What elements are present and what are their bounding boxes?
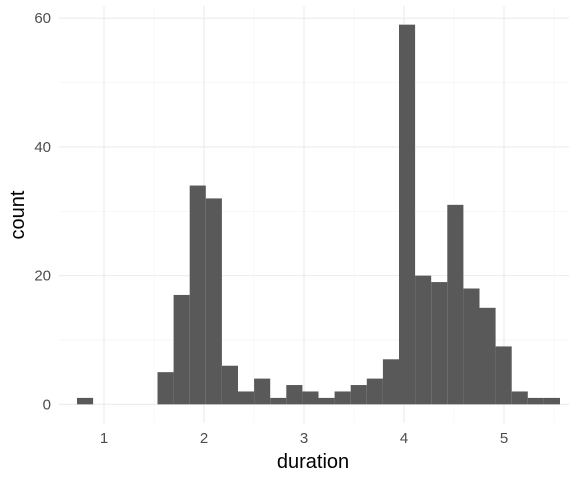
x-tick-label: 3 [300,430,308,447]
histogram-bar [173,294,190,405]
histogram-bar [334,391,351,405]
histogram-bar [205,198,222,405]
x-tick-label: 5 [500,430,508,447]
histogram-bar [270,397,287,405]
x-axis-ticks: 1 2 3 4 5 [100,430,508,447]
histogram-bar [366,378,383,405]
x-axis-title: duration [277,451,349,473]
histogram-bar [543,397,560,405]
histogram-bars [77,24,560,405]
histogram-bar [318,397,335,405]
histogram-bar [77,397,94,405]
histogram-bar [189,185,206,405]
histogram-bar [527,397,544,405]
y-axis-ticks: 0 20 40 60 [34,10,51,413]
histogram-bar [254,378,271,405]
histogram-bar [431,282,448,405]
x-tick-label: 1 [100,430,108,447]
histogram-bar [399,24,416,405]
histogram-bar [157,372,174,405]
histogram-bar [350,385,367,405]
histogram-bar [302,391,319,405]
x-tick-label: 4 [400,430,408,447]
histogram-bar [382,359,399,405]
histogram-bar [447,204,464,405]
histogram-bar [221,365,238,405]
histogram-bar [415,275,432,405]
histogram-bar [286,385,303,405]
histogram-bar [495,346,512,405]
y-tick-label: 20 [34,268,51,285]
histogram-bar [511,391,528,405]
y-tick-label: 0 [43,396,51,413]
y-axis-title: count [7,190,29,239]
y-tick-label: 40 [34,139,51,156]
y-tick-label: 60 [34,10,51,27]
histogram-bar [238,391,255,405]
histogram-bar [463,288,480,405]
x-tick-label: 2 [200,430,208,447]
histogram-bar [479,307,496,405]
